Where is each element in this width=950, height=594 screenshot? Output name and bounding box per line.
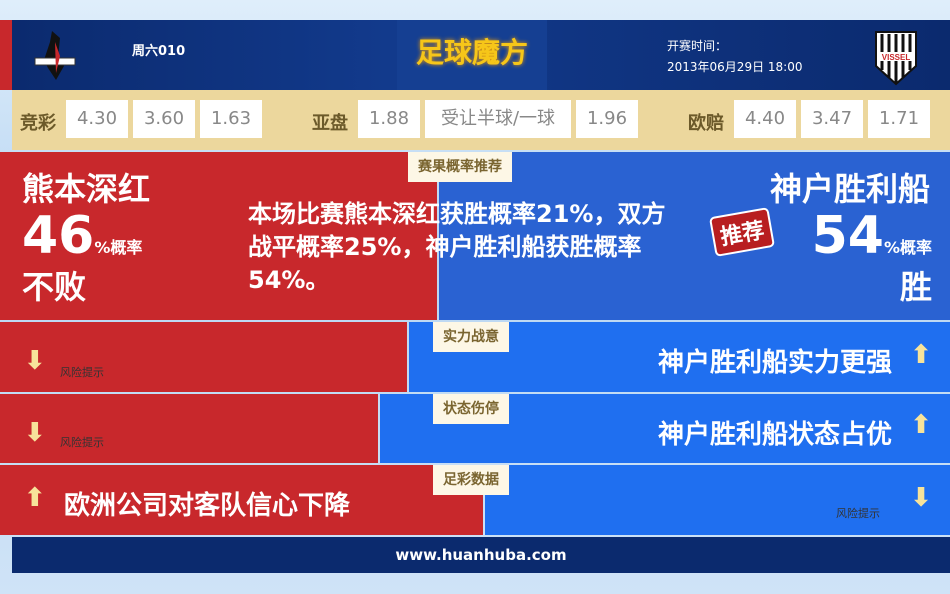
risk-hint: 风险提示: [60, 366, 104, 379]
home-percent: 46%概率: [22, 206, 143, 266]
away-team-name: 神户胜利船: [769, 170, 930, 208]
yp-odd: 1.96: [576, 100, 638, 138]
row-verdict: 神户胜利船实力更强: [657, 348, 892, 378]
probability-summary: 本场比赛熊本深红获胜概率21%，双方战平概率25%，神户胜利船获胜概率54%。: [248, 200, 666, 294]
section-tab: 足彩数据: [433, 465, 509, 495]
odds-bar: 竞彩 4.30 3.60 1.63 亚盘 1.88 受让半球/一球 1.96 欧…: [12, 90, 950, 150]
arrow-up-icon: ⬆: [910, 340, 932, 370]
risk-hint: 风险提示: [836, 507, 880, 520]
lottery-data-row: 足彩数据 ⬆ 欧洲公司对客队信心下降 风险提示 ⬇: [0, 465, 950, 535]
accent-stripe: [0, 20, 12, 90]
yp-odd: 1.88: [358, 100, 420, 138]
arrow-up-icon: ⬆: [910, 410, 932, 440]
jc-odd: 3.60: [133, 100, 195, 138]
row-verdict: 欧洲公司对客队信心下降: [64, 491, 351, 521]
risk-hint: 风险提示: [60, 436, 104, 449]
arrow-down-icon: ⬇: [910, 483, 932, 513]
footer-url: www.huanhuba.com: [12, 537, 950, 573]
yp-label: 亚盘: [312, 113, 348, 134]
svg-text:VISSEL: VISSEL: [882, 53, 911, 62]
probability-section: 赛果概率推荐 熊本深红 46%概率 不败 本场比赛熊本深红获胜概率21%，双方战…: [0, 152, 950, 320]
op-odd: 3.47: [801, 100, 863, 138]
home-result: 不败: [22, 268, 87, 306]
home-team-name: 熊本深红: [22, 170, 151, 208]
strength-row: 实力战意 ⬇ 风险提示 神户胜利船实力更强 ⬆: [0, 322, 950, 392]
jc-odd: 4.30: [66, 100, 128, 138]
arrow-down-icon: ⬇: [24, 346, 46, 376]
away-team-logo: [30, 28, 80, 83]
home-team-logo: VISSEL: [874, 28, 924, 86]
form-row: 状态伤停 ⬇ 风险提示 神户胜利船状态占优 ⬆: [0, 394, 950, 463]
row-verdict: 神户胜利船状态占优: [657, 420, 892, 450]
arrow-down-icon: ⬇: [24, 418, 46, 448]
op-label: 欧赔: [688, 113, 724, 134]
brand-logo: 足球魔方: [397, 20, 547, 90]
op-odd: 4.40: [734, 100, 796, 138]
section-tab: 实力战意: [433, 322, 509, 352]
jc-odd: 1.63: [200, 100, 262, 138]
section-tab: 赛果概率推荐: [408, 152, 512, 182]
section-tab: 状态伤停: [433, 394, 509, 424]
jc-label: 竞彩: [20, 113, 56, 134]
op-odd: 1.71: [868, 100, 930, 138]
away-percent: 54%概率: [811, 206, 932, 266]
match-header: 周六010 足球魔方 开赛时间： 2013年06月29日 18:00 VISSE…: [12, 20, 950, 90]
yp-handicap: 受让半球/一球: [425, 100, 571, 138]
away-result: 胜: [899, 268, 932, 306]
kickoff-label: 开赛时间：: [667, 39, 728, 53]
kickoff-time: 2013年06月29日 18:00: [667, 60, 803, 74]
arrow-up-icon: ⬆: [24, 483, 46, 513]
match-number: 周六010: [132, 44, 186, 59]
